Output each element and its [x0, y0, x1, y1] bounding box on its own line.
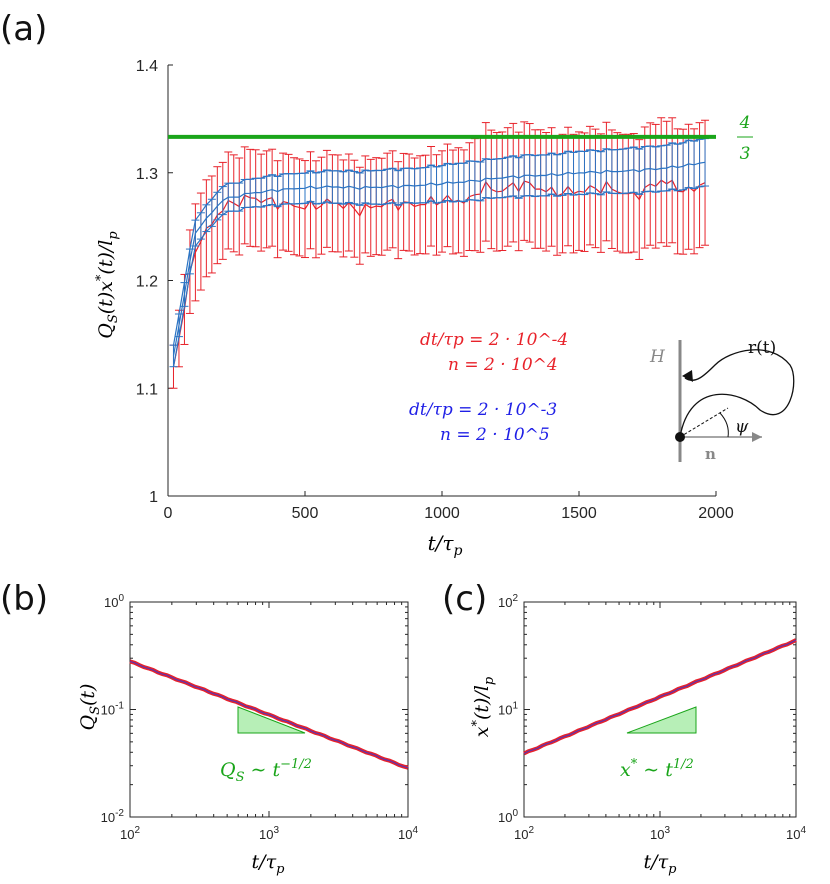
a-y-tick-label: 1.1: [136, 381, 158, 398]
inset-particle: [675, 432, 685, 442]
c-axes-box: [523, 601, 797, 818]
legend-blue-2: n = 2 · 10^5: [440, 425, 550, 445]
b-y-label: QS(t): [77, 684, 103, 731]
b-x-tick-label: 103: [259, 825, 279, 842]
a-x-label: t/τp: [428, 531, 463, 559]
inset-angle-arc: [719, 412, 729, 438]
c-series: [523, 638, 797, 756]
a-x-tick-label: 2000: [698, 505, 734, 522]
b-slope-triangle: [237, 706, 306, 734]
b-x-label: t/τp: [252, 851, 286, 877]
a-envelope-line-blue: [172, 138, 706, 346]
b-annotation: QS ∼ t−1/2: [220, 757, 312, 785]
hline-label-num: 4: [739, 113, 751, 133]
c-x-tick-label: 104: [786, 825, 806, 842]
b-ticks: 102 103 104 10-2 10-1 100: [101, 593, 419, 842]
c-x-tick-label: 103: [650, 825, 670, 842]
a-y-tick-label: 1.4: [136, 58, 158, 75]
plot-a: 0 500 1000 1500 2000 1 1.1 1.2 1.3 1.4 QS(t)x*(t)…: [94, 58, 795, 559]
a-x-tick-label: 1500: [561, 505, 597, 522]
b-y-tick-label: 100: [104, 593, 124, 610]
c-line-blue: [523, 639, 797, 755]
a-x-tick-label: 500: [292, 505, 319, 522]
b-x-tick-label: 102: [120, 825, 140, 842]
b-y-tick-label: 10-1: [101, 701, 125, 718]
inset-schematic: H n ψ r(t): [649, 338, 795, 463]
legend-red-2: n = 2 · 10^4: [448, 355, 558, 375]
panel-label-b: (b): [0, 579, 48, 619]
inset-normal-arrowhead: [752, 432, 762, 442]
b-series: [129, 659, 409, 770]
inset-trajectory: [679, 349, 795, 438]
panel-label-a: (a): [0, 9, 47, 49]
inset-H-label: H: [649, 347, 666, 367]
inset-trajectory-arrowhead: [682, 370, 693, 382]
plot-b: 102 103 104 10-2 10-1 100 QS ∼ t−1/2 QS(t) t/…: [77, 593, 418, 877]
b-line-blue: [129, 660, 409, 769]
a-y-tick-label: 1: [149, 489, 158, 506]
c-y-tick-label: 100: [498, 808, 518, 825]
legend-blue-1: dt/τp = 2 · 10^-3: [409, 400, 557, 420]
a-x-tick-label: 1000: [424, 505, 460, 522]
a-y-label: QS(t)x*(t)/lp: [94, 231, 121, 339]
c-x-tick-label: 102: [514, 825, 534, 842]
inset-dashed-line: [679, 407, 729, 438]
hline-label-den: 3: [740, 144, 751, 164]
b-y-tick-label: 10-2: [101, 808, 125, 825]
b-x-tick-label: 104: [398, 825, 418, 842]
c-x-label: t/τp: [644, 851, 678, 877]
a-ticks: 0 500 1000 1500 2000 1 1.1 1.2 1.3 1.4: [136, 58, 734, 522]
c-y-label: x*(t)/lp: [470, 676, 497, 737]
inset-r-label: r(t): [748, 338, 776, 358]
b-axes-box: [129, 601, 409, 818]
a-series: [168, 117, 716, 389]
c-y-tick-label: 101: [498, 701, 518, 718]
a-y-tick-label: 1.3: [136, 166, 158, 183]
c-y-tick-label: 102: [498, 593, 518, 610]
c-annotation: x* ∼ t1/2: [620, 757, 694, 781]
a-mean-line-blue: [172, 161, 706, 357]
a-envelope-line-blue: [172, 185, 706, 367]
c-slope-triangle: [626, 706, 697, 734]
a-x-tick-label: 0: [164, 505, 173, 522]
a-y-tick-label: 1.2: [136, 274, 158, 291]
inset-n-label: n: [705, 445, 716, 463]
c-ticks: 102 103 104 100 101 102: [498, 593, 806, 842]
panel-label-c: (c): [442, 579, 487, 619]
plot-c: 102 103 104 100 101 102 x* ∼ t1/2 x*(t)/lp t/…: [470, 593, 806, 877]
legend-red-1: dt/τp = 2 · 10^-4: [420, 330, 568, 350]
inset-psi-label: ψ: [735, 417, 749, 437]
